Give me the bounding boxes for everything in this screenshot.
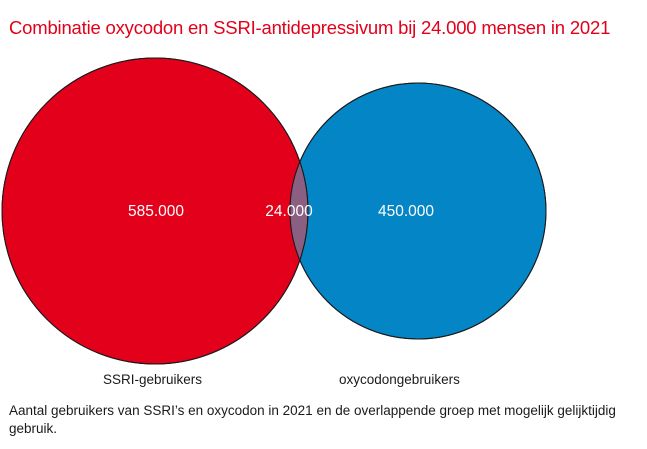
- ssri-label: SSRI-gebruikers: [103, 372, 203, 387]
- chart-title: Combinatie oxycodon en SSRI-antidepressi…: [9, 17, 611, 38]
- oxycodon-only-value: 450.000: [378, 203, 434, 220]
- overlap-value: 24.000: [265, 203, 313, 220]
- ssri-only-value: 585.000: [128, 203, 184, 220]
- caption: Aantal gebruikers van SSRI’s en oxycodon…: [9, 403, 616, 436]
- oxycodon-label: oxycodongebruikers: [339, 372, 460, 387]
